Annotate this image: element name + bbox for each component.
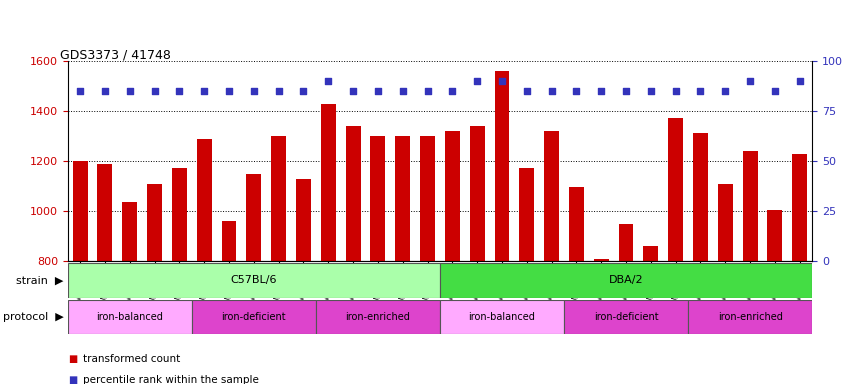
Point [495,78,508,84]
Point [420,88,434,94]
Bar [470,126,485,261]
Text: protocol  ▶: protocol ▶ [3,312,63,322]
Bar [519,167,534,261]
Bar [688,300,812,334]
Point [694,88,707,94]
Bar [147,184,162,261]
Point [718,88,732,94]
Bar [272,136,286,261]
Bar [321,104,336,261]
Bar [192,300,316,334]
Bar [544,131,559,261]
Bar [644,246,658,261]
Text: iron-enriched: iron-enriched [717,312,783,322]
Bar [569,187,584,261]
Bar [495,71,509,261]
Point [371,88,385,94]
Point [595,88,608,94]
Point [346,88,360,94]
Bar [440,263,812,298]
Point [321,78,335,84]
Point [569,88,583,94]
Bar [445,131,459,261]
Bar [346,126,360,261]
Bar [594,259,608,261]
Point [744,78,757,84]
Bar [743,151,757,261]
Text: DBA/2: DBA/2 [609,275,643,285]
Point [470,78,484,84]
Bar [68,263,440,298]
Bar [73,161,87,261]
Point [222,88,236,94]
Point [148,88,162,94]
Text: transformed count: transformed count [83,354,180,364]
Bar [123,202,137,261]
Bar [97,164,113,261]
Bar [668,118,683,261]
Point [396,88,409,94]
Point [619,88,633,94]
Text: GDS3373 / 41748: GDS3373 / 41748 [60,48,171,61]
Bar [693,132,708,261]
Text: iron-balanced: iron-balanced [96,312,163,322]
Bar [767,210,783,261]
Point [520,88,534,94]
Bar [172,167,187,261]
Point [173,88,186,94]
Point [98,88,112,94]
Text: ■: ■ [68,375,77,384]
Point [446,88,459,94]
Point [545,88,558,94]
Bar [440,300,564,334]
Point [74,88,87,94]
Text: iron-deficient: iron-deficient [594,312,658,322]
Bar [68,300,192,334]
Bar [618,223,634,261]
Bar [395,136,410,261]
Bar [197,139,212,261]
Point [197,88,211,94]
Bar [718,184,733,261]
Bar [420,136,435,261]
Text: strain  ▶: strain ▶ [16,275,63,285]
Point [272,88,285,94]
Text: iron-enriched: iron-enriched [345,312,410,322]
Point [793,78,806,84]
Text: percentile rank within the sample: percentile rank within the sample [83,375,259,384]
Bar [371,136,385,261]
Bar [793,154,807,261]
Bar [296,179,310,261]
Point [247,88,261,94]
Point [644,88,657,94]
Point [123,88,136,94]
Bar [222,221,236,261]
Point [297,88,310,94]
Bar [246,174,261,261]
Text: ■: ■ [68,354,77,364]
Text: iron-deficient: iron-deficient [222,312,286,322]
Point [768,88,782,94]
Point [669,88,683,94]
Bar [564,300,688,334]
Text: C57BL/6: C57BL/6 [231,275,277,285]
Text: iron-balanced: iron-balanced [469,312,536,322]
Bar [316,300,440,334]
